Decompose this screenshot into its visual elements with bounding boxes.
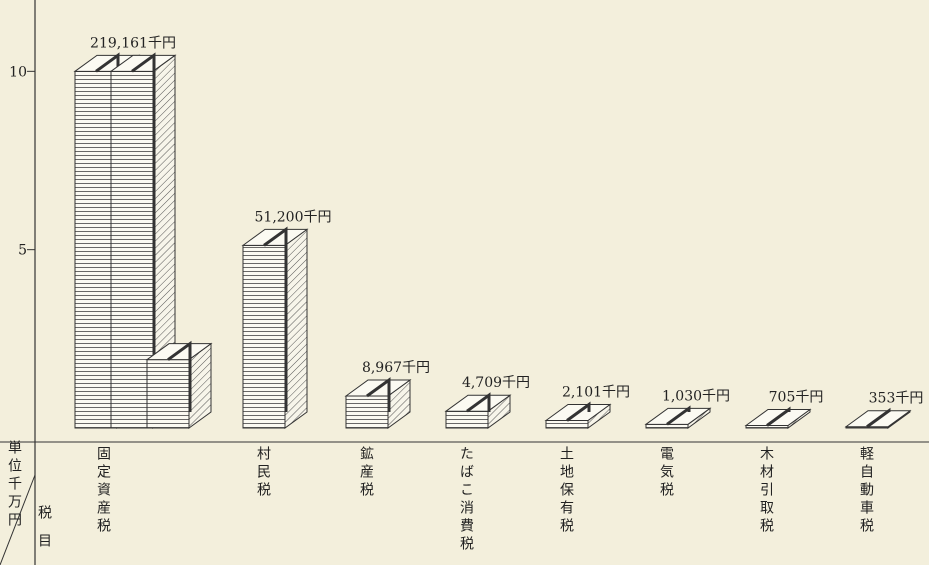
stack-side: [285, 229, 307, 428]
category-label: 村民税: [255, 446, 271, 500]
category-label: たばこ消費税: [458, 446, 474, 554]
x-axis-label: 税目: [36, 505, 52, 561]
category-label: 固定資産税: [95, 446, 111, 536]
value-label: 8,967千円: [362, 360, 430, 376]
chart: 単位千万円 税目 5 10 固定資産税 219,161千円村民税 51,200千円鉱産税…: [0, 0, 929, 565]
stack-front: [446, 411, 488, 428]
stack-front: [243, 245, 285, 428]
y-tick-label: 5: [18, 243, 27, 259]
category-label: 電気税: [658, 446, 674, 500]
value-label: 353千円: [869, 391, 924, 407]
category-label: 木材引取税: [758, 446, 774, 536]
value-label: 1,030千円: [662, 388, 730, 404]
stack-front: [646, 424, 688, 428]
category-label: 土地保有税: [558, 446, 574, 536]
stack-front: [546, 421, 588, 428]
category-label: 鉱産税: [358, 445, 374, 500]
value-label: 2,101千円: [562, 385, 630, 401]
value-label: 4,709千円: [462, 375, 530, 391]
stack-front: [346, 396, 388, 428]
value-label: 219,161千円: [90, 35, 176, 51]
category-label: 軽自動車税: [858, 446, 874, 536]
y-axis-label: 単位千万円: [6, 440, 22, 530]
y-tick-label: 10: [9, 64, 27, 80]
stack-front: [147, 360, 189, 428]
value-label: 705千円: [769, 389, 824, 405]
value-label: 51,200千円: [255, 209, 332, 225]
